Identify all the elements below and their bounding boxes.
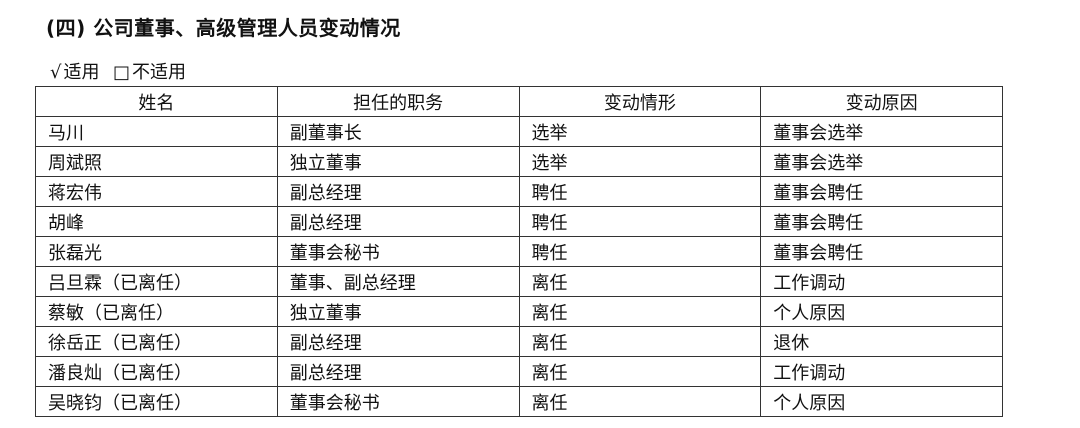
table-cell: 张磊光 <box>35 236 278 267</box>
table-cell: 董事会选举 <box>760 146 1003 177</box>
table-cell: 蒋宏伟 <box>35 176 278 207</box>
director-change-table: 姓名 担任的职务 变动情形 变动原因 马川 副董事长 选举 董事会选举 周斌照 独立董事选… <box>35 86 1003 417</box>
table-cell: 工作调动 <box>760 266 1003 297</box>
table-cell: 离任 <box>518 356 762 387</box>
table-cell: 聘任 <box>518 236 762 267</box>
table-cell: 个人原因 <box>760 386 1003 417</box>
table-row: 张磊光 董事会秘书 聘任 董事会聘任 <box>35 236 1003 267</box>
table-cell: 董事会聘任 <box>760 206 1003 237</box>
table-cell: 蔡敏（已离任） <box>35 296 278 327</box>
table-cell: 吴晓钧（已离任） <box>35 386 278 417</box>
table-cell: 离任 <box>518 266 762 297</box>
not-applicable-label: 不适用 <box>131 62 186 83</box>
table-cell: 潘良灿（已离任） <box>35 356 278 387</box>
table-cell: 副总经理 <box>276 356 520 387</box>
table-row: 蒋宏伟 副总经理 聘任 董事会聘任 <box>35 176 1003 207</box>
table-cell: 退休 <box>760 326 1003 357</box>
table-cell: 个人原因 <box>760 296 1003 327</box>
table-cell: 聘任 <box>518 176 762 207</box>
table-row: 潘良灿（已离任） 副总经理 离任 工作调动 <box>35 356 1003 387</box>
column-header: 姓名 <box>35 86 278 117</box>
table-cell: 吕旦霖（已离任） <box>35 266 278 297</box>
table-cell: 董事会秘书 <box>276 236 520 267</box>
table-cell: 离任 <box>518 386 762 417</box>
check-mark-icon: √ <box>50 62 62 83</box>
column-header: 变动情形 <box>518 86 762 117</box>
table-cell: 选举 <box>518 146 762 177</box>
table-row: 徐岳正（已离任） 副总经理 离任 退休 <box>35 326 1003 357</box>
table-cell: 董事会聘任 <box>760 176 1003 207</box>
table-row: 胡峰 副总经理 聘任 董事会聘任 <box>35 206 1003 237</box>
table-cell: 副总经理 <box>276 176 520 207</box>
table-cell: 董事会秘书 <box>276 386 520 417</box>
table-cell: 离任 <box>518 296 762 327</box>
applicable-label: 适用 <box>63 62 100 83</box>
table-cell: 独立董事 <box>276 146 520 177</box>
table-cell: 马川 <box>35 116 278 147</box>
applicability-line: √ 适用 □ 不适用 <box>50 58 188 84</box>
table-cell: 聘任 <box>518 206 762 237</box>
table-cell: 董事、副总经理 <box>276 266 520 297</box>
section-title: (四) 公司董事、高级管理人员变动情况 <box>46 16 401 40</box>
table-row: 马川 副董事长 选举 董事会选举 <box>35 116 1003 147</box>
table-cell: 胡峰 <box>35 206 278 237</box>
table-cell: 董事会选举 <box>760 116 1003 147</box>
table-row: 蔡敏（已离任） 独立董事 离任 个人原因 <box>35 296 1003 327</box>
table-cell: 选举 <box>518 116 762 147</box>
table-row: 周斌照 独立董事 选举 董事会选举 <box>35 146 1003 177</box>
column-header: 变动原因 <box>760 86 1003 117</box>
table-cell: 独立董事 <box>276 296 520 327</box>
column-header: 担任的职务 <box>276 86 520 117</box>
table-cell: 副总经理 <box>276 326 520 357</box>
table-cell: 董事会聘任 <box>760 236 1003 267</box>
table-cell: 工作调动 <box>760 356 1003 387</box>
table-header-row: 姓名 担任的职务 变动情形 变动原因 <box>35 86 1003 117</box>
table-cell: 周斌照 <box>35 146 278 177</box>
table-cell: 徐岳正（已离任） <box>35 326 278 357</box>
empty-box-icon: □ <box>112 62 130 83</box>
table-row: 吴晓钧（已离任） 董事会秘书 离任 个人原因 <box>35 386 1003 417</box>
table-cell: 副总经理 <box>276 206 520 237</box>
table-cell: 副董事长 <box>276 116 520 147</box>
table-cell: 离任 <box>518 326 762 357</box>
table-row: 吕旦霖（已离任） 董事、副总经理 离任 工作调动 <box>35 266 1003 297</box>
